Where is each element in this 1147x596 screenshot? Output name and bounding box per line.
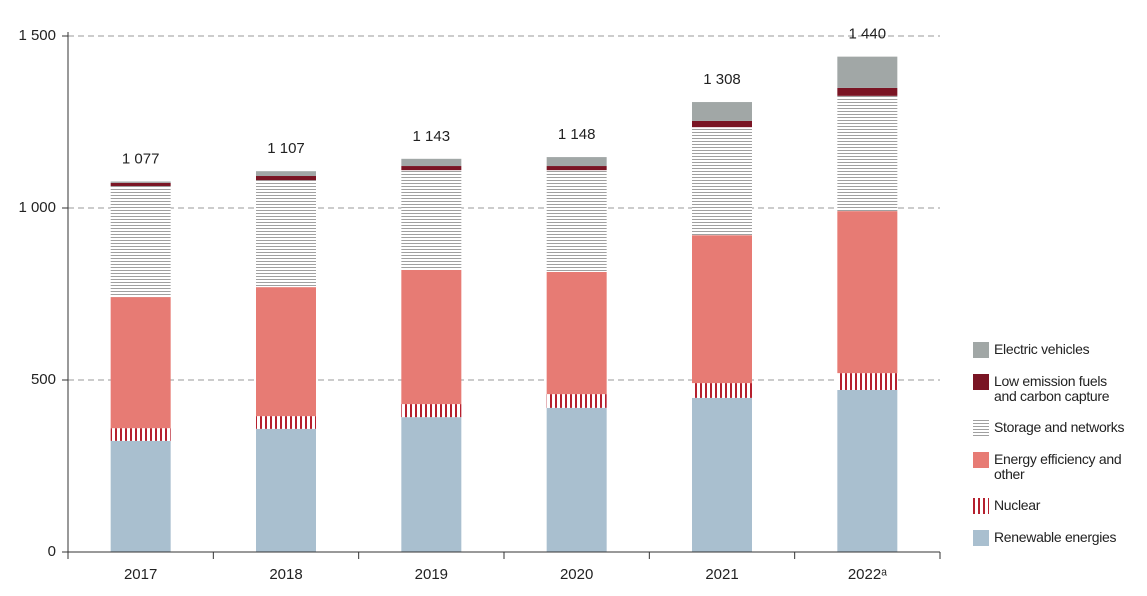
bar-segment	[256, 428, 316, 552]
bar-segment	[837, 211, 898, 374]
legend-item: Energy efficiency and other	[973, 452, 1129, 482]
bar-segment	[110, 440, 171, 552]
bar-segment	[837, 87, 898, 96]
x-tick-label: 2019	[415, 566, 448, 583]
legend-label: Energy efficiency and other	[994, 451, 1122, 482]
bar-segment	[401, 269, 462, 405]
legend-item: Storage and networks	[973, 420, 1129, 436]
total-label: 1 440	[849, 26, 887, 43]
bar-segment	[110, 182, 171, 186]
bar-segment	[837, 389, 898, 552]
bar-segment	[401, 166, 462, 171]
y-tick-label: 1 500	[18, 27, 56, 44]
x-tick-label: 2021	[705, 566, 738, 583]
legend-swatch	[973, 374, 989, 390]
bar-segment	[256, 416, 316, 429]
bar-segment	[110, 297, 171, 429]
bar-segment	[692, 383, 752, 398]
bar-segment	[546, 271, 607, 395]
legend-swatch	[973, 530, 989, 546]
bar-segment	[546, 157, 607, 167]
legend-swatch-fill	[973, 498, 989, 514]
total-label: 1 308	[703, 71, 741, 88]
bar-segment	[256, 171, 316, 177]
legend-item: Low emission fuels and carbon capture	[973, 374, 1129, 404]
legend-label: Storage and networks	[994, 419, 1125, 435]
bar-segment	[837, 95, 898, 212]
total-label: 1 143	[413, 128, 451, 145]
bar-segment	[546, 407, 607, 552]
y-tick-label: 1 000	[18, 199, 56, 216]
bar-segment	[692, 235, 752, 384]
bar-segment	[401, 404, 462, 418]
y-tick-label: 0	[48, 543, 56, 560]
total-label: 1 077	[122, 150, 160, 167]
bar-segment	[692, 127, 752, 236]
bar-segment	[837, 56, 898, 88]
legend-swatch	[973, 342, 989, 358]
legend-swatch-fill	[973, 530, 989, 546]
bar-segment	[401, 158, 462, 167]
legend-swatch-fill	[973, 452, 989, 468]
bar-segment	[837, 373, 898, 390]
bar-segment	[256, 287, 316, 417]
bar-segment	[401, 417, 462, 552]
legend-label: Renewable energies	[994, 529, 1117, 545]
bar-segment	[256, 180, 316, 288]
bar-segment	[692, 102, 752, 121]
legend-label: Nuclear	[994, 497, 1041, 513]
bar-segment	[256, 176, 316, 181]
bar-segment	[546, 166, 607, 171]
legend-label: Low emission fuels and carbon capture	[994, 373, 1110, 404]
x-tick-label: 2022ᵃ	[848, 566, 887, 583]
legend-swatch-fill	[973, 342, 989, 358]
bar-segment	[110, 181, 171, 183]
legend-swatch	[973, 498, 989, 514]
bar-segment	[692, 397, 752, 552]
bar-segment	[692, 120, 752, 128]
x-tick-label: 2020	[560, 566, 593, 583]
bar-segment	[546, 394, 607, 408]
legend-swatch-fill	[973, 420, 989, 436]
legend-swatch-fill	[973, 374, 989, 390]
legend-swatch	[973, 452, 989, 468]
legend-swatch	[973, 420, 989, 436]
legend-item: Renewable energies	[973, 530, 1129, 546]
bar-segment	[110, 185, 171, 298]
x-tick-label: 2018	[269, 566, 302, 583]
legend: Electric vehicles Low emission fuels and …	[973, 342, 1129, 546]
legend-item: Nuclear	[973, 498, 1129, 514]
bar-segment	[110, 428, 171, 441]
legend-label: Electric vehicles	[994, 341, 1090, 357]
y-tick-label: 500	[31, 371, 56, 388]
bar-segment	[546, 170, 607, 272]
total-label: 1 148	[558, 126, 596, 143]
bar-segment	[401, 170, 462, 270]
total-label: 1 107	[267, 140, 305, 157]
x-tick-label: 2017	[124, 566, 157, 583]
legend-item: Electric vehicles	[973, 342, 1129, 358]
